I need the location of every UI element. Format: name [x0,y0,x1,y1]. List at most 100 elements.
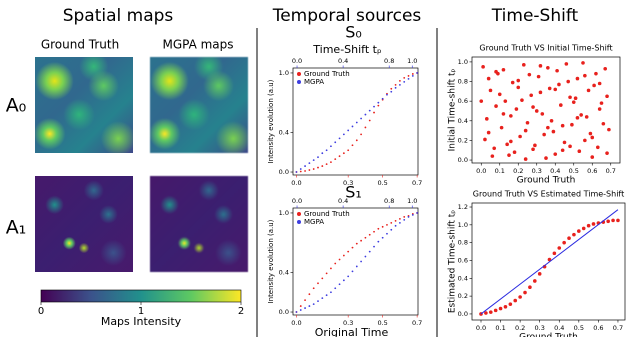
legend-label: MGPA [304,218,324,226]
x-tick-label: 0 [38,306,44,317]
data-point [334,287,337,290]
data-point [546,125,550,130]
data-point [325,149,328,152]
data-point [538,90,543,95]
data-point [501,112,506,116]
spatial-map [150,176,248,272]
y-tick-label: 0.0 [279,168,289,176]
data-point [411,73,414,75]
data-point [537,272,542,276]
data-point [416,72,419,74]
data-point [503,99,508,103]
data-point [347,129,350,132]
data-point [583,73,587,78]
plot-frame [292,207,419,316]
data-point [577,229,581,233]
data-point [386,232,388,235]
data-point [390,228,393,231]
data-point [509,114,513,118]
data-point [360,117,363,120]
data-point [611,218,615,223]
data-point [373,230,375,233]
data-point [494,104,498,108]
data-point [377,240,380,243]
data-point [508,302,513,306]
data-point [490,154,495,158]
y-tick-label: 0.4 [279,128,289,136]
data-point [575,116,580,120]
data-point [394,83,397,86]
column-label: MGPA maps [162,38,233,52]
data-point [546,65,550,70]
data-point [523,157,528,161]
x2-tick-label: 0.8 [384,197,394,205]
data-point [342,279,345,282]
y-tick-label: 0.6 [458,97,468,105]
data-point [377,104,380,107]
x-axis-label: Ground Truth [519,333,578,337]
data-point [299,170,302,173]
data-point [325,163,328,166]
x2-tick-label: 0.0 [292,57,302,65]
x-tick-label: 0.0 [476,324,486,332]
data-point [544,156,548,160]
data-point [338,283,341,286]
data-point [373,111,375,114]
data-point [304,307,306,309]
data-point [577,149,582,154]
data-point [317,156,319,159]
spatial-map [35,57,133,153]
y-tick-label: 0.6 [458,256,468,264]
data-point [560,148,565,153]
data-point [518,134,522,139]
section-title: Spatial maps [63,6,174,26]
data-point [411,75,414,77]
data-point [540,112,545,116]
data-point [330,267,332,270]
data-point [325,294,328,297]
data-point [516,85,521,90]
data-point [330,145,332,148]
x-tick-label: 0.7 [613,324,623,332]
data-point [334,158,337,161]
data-point [360,133,363,136]
data-point [479,99,484,103]
legend-label: Ground Truth [304,70,350,78]
data-point [304,165,306,167]
data-point [317,166,319,169]
data-point [312,168,315,170]
x-tick-label: 0.3 [535,324,545,332]
data-point [407,216,410,218]
data-point [553,87,558,92]
data-point [488,310,493,314]
y-tick-label: 0.4 [279,268,289,276]
data-point [295,311,298,313]
data-point [498,306,503,311]
data-point [381,97,384,100]
data-point [485,117,489,121]
plot-frame [471,56,621,164]
data-point [605,151,609,155]
data-point [394,219,397,222]
y-tick-label: 1.0 [458,58,468,66]
x-tick-label: 0.7 [412,319,422,327]
data-point [528,285,532,290]
data-point [364,126,367,129]
data-point [571,100,576,104]
data-point [581,61,585,65]
x-axis-label: Maps Intensity [101,315,182,328]
data-point [377,227,380,230]
data-point [510,80,515,85]
data-point [488,88,493,93]
data-point [560,123,565,128]
data-point [557,82,561,87]
data-point [505,142,509,147]
data-point [338,258,341,261]
data-point [566,79,570,84]
data-point [398,83,401,86]
data-point [509,139,513,144]
data-point [512,150,517,155]
data-point [481,65,485,69]
data-point [523,128,528,133]
